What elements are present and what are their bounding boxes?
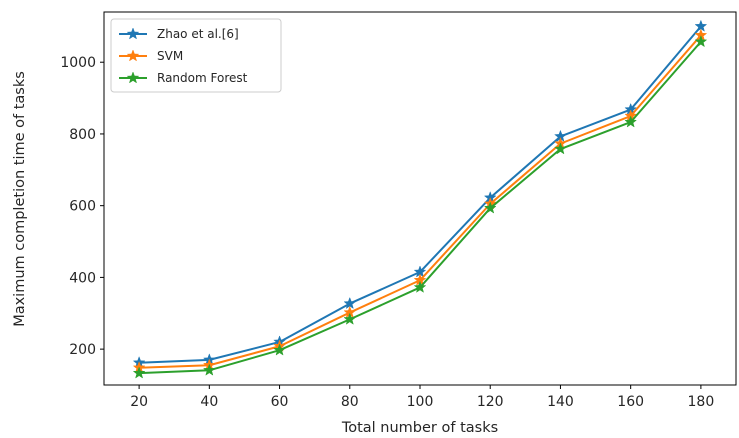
legend-entry-label: Zhao et al.[6] [157, 27, 239, 41]
data-point [202, 363, 216, 376]
legend-marker [126, 71, 140, 84]
x-tick-label: 80 [341, 394, 359, 410]
y-tick-label: 800 [69, 127, 96, 143]
y-tick-label: 200 [69, 342, 96, 358]
data-point [554, 142, 567, 155]
y-tick-label: 400 [69, 270, 96, 286]
legend-entry-label: SVM [157, 49, 183, 63]
x-tick-label: 20 [130, 394, 148, 410]
legend-box [110, 18, 282, 93]
data-point [483, 201, 497, 214]
data-point [694, 35, 708, 48]
data-point [624, 115, 638, 128]
x-tick-label: 160 [617, 394, 644, 410]
x-tick-label: 140 [547, 394, 574, 410]
y-tick-label: 1000 [60, 55, 96, 71]
data-point [343, 312, 357, 325]
series-layer [132, 19, 708, 379]
legend-marker [126, 49, 140, 62]
data-point [132, 366, 146, 379]
x-tick-label: 40 [200, 394, 218, 410]
legend-entry-label: Random Forest [157, 71, 248, 85]
x-tick-label: 120 [477, 394, 504, 410]
x-axis-label: Total number of tasks [341, 420, 498, 436]
data-point [273, 343, 286, 356]
legend: Zhao et al.[6] SVM Random Forest [110, 18, 282, 93]
data-point [413, 280, 427, 293]
y-tick-label: 600 [69, 199, 96, 215]
x-axis-ticks: 20 40 60 80 100 120 140 160 180 [130, 385, 714, 410]
y-axis-ticks: 200 400 600 800 1000 [60, 55, 104, 358]
x-tick-label: 60 [271, 394, 289, 410]
y-axis-label: Maximum completion time of tasks [12, 71, 28, 327]
x-tick-label: 100 [407, 394, 434, 410]
x-tick-label: 180 [688, 394, 715, 410]
legend-marker [126, 27, 140, 40]
